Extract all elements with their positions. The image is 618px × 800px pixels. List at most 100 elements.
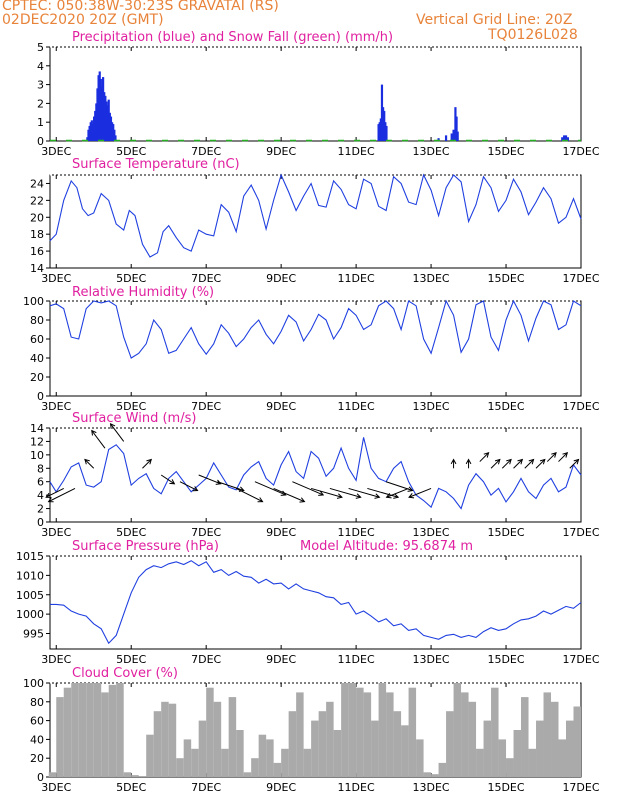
- y-tick-label: 3: [37, 79, 44, 92]
- y-tick-label: 24: [30, 177, 44, 190]
- cloud-bar: [146, 734, 154, 777]
- cloud-bar: [536, 720, 544, 777]
- cloud-bar: [296, 692, 304, 777]
- cloud-bar: [303, 748, 312, 777]
- precip-bar: [450, 133, 453, 141]
- x-tick-label: 17DEC: [562, 400, 599, 413]
- wind-arrow: [385, 481, 413, 491]
- y-tick-label: 20: [30, 371, 44, 384]
- y-tick-label: 12: [30, 435, 44, 448]
- cloud-bar: [423, 772, 432, 777]
- cloud-bar: [56, 697, 64, 777]
- wind-arrow-head: [146, 458, 152, 465]
- precip-bar: [561, 137, 564, 141]
- cloud-bar: [48, 772, 57, 777]
- wind-arrow: [198, 474, 221, 485]
- wind-arrow-head: [91, 429, 97, 436]
- wind-arrow: [558, 452, 568, 462]
- precip-bar: [96, 88, 99, 141]
- y-tick-label: 0: [37, 135, 44, 148]
- x-tick-label: 11DEC: [338, 400, 375, 413]
- wind-arrow-head: [336, 493, 343, 499]
- cloud-bar: [461, 692, 469, 777]
- precip-bar: [93, 116, 96, 141]
- wind-arrow: [91, 430, 106, 449]
- wind-arrow-head: [192, 486, 199, 492]
- cloud-bar: [63, 687, 72, 777]
- wind-line: [49, 437, 582, 510]
- wind-arrow: [48, 487, 76, 503]
- y-tick-label: 14: [30, 262, 44, 275]
- wind-arrow: [408, 487, 432, 498]
- pressure-line: [49, 560, 582, 645]
- precip-bar: [89, 122, 92, 141]
- y-tick-label: 2: [37, 503, 44, 516]
- pressure-panel: 995 1000 1005 1010 1015 3DEC 5DEC 7DEC 9DEC 11DEC…: [16, 539, 600, 666]
- x-tick-label: 3DEC: [41, 272, 71, 285]
- cloud-bar: [123, 772, 132, 777]
- precip-bar: [383, 110, 386, 141]
- x-tick-label: 7DEC: [191, 526, 221, 539]
- x-tick-label: 5DEC: [116, 653, 146, 666]
- precip-bar: [113, 129, 116, 141]
- precip-bar: [87, 129, 90, 141]
- y-tick-label: 1005: [16, 589, 44, 602]
- cloud-bar: [498, 739, 507, 777]
- humidity-frame: [49, 300, 582, 397]
- cloud-bar: [371, 720, 379, 777]
- y-tick-label: 8: [37, 462, 44, 475]
- run-datetime: 02DEC2020 20Z (GMT): [2, 12, 164, 28]
- precip-bar: [377, 124, 380, 141]
- wind-arrow-head: [385, 493, 392, 499]
- humidity-title: Relative Humidity (%): [72, 285, 214, 300]
- precip-bar: [86, 137, 89, 141]
- wind-arrow-head: [465, 458, 472, 465]
- x-tick-label: 17DEC: [562, 526, 599, 539]
- x-tick-label: 5DEC: [116, 400, 146, 413]
- cloud-bar: [326, 701, 334, 777]
- cloud-title: Cloud Cover (%): [72, 666, 178, 681]
- cloud-bar: [408, 687, 417, 777]
- y-tick-label: 1015: [16, 550, 44, 563]
- precip-bar: [97, 75, 100, 141]
- precip-bar: [104, 95, 107, 141]
- x-tick-label: 13DEC: [413, 272, 450, 285]
- x-tick-label: 3DEC: [41, 653, 71, 666]
- cloud-bar: [341, 683, 349, 777]
- y-tick-label: 100: [23, 677, 44, 690]
- x-tick-label: 11DEC: [338, 781, 375, 794]
- precip-bar: [107, 99, 110, 141]
- cloud-bar: [513, 730, 522, 777]
- y-tick-label: 16: [30, 245, 44, 258]
- y-tick-label: 60: [30, 715, 44, 728]
- wind-frame: [49, 427, 582, 523]
- wind-arrow: [310, 487, 343, 498]
- y-tick-label: 10: [30, 449, 44, 462]
- wind-arrow-head: [45, 492, 52, 498]
- temperature-panel: 14 16 18 20 22 24 3DEC 5DEC 7DEC 9DEC 11DEC 13DEC 15…: [30, 157, 600, 285]
- wind-arrow: [273, 487, 305, 503]
- wind-arrow: [110, 423, 125, 442]
- y-tick-label: 80: [30, 696, 44, 709]
- pressure-title: Surface Pressure (hPa): [72, 539, 219, 554]
- y-tick-label: 995: [23, 628, 44, 641]
- wind-arrow: [367, 487, 399, 498]
- wind-arrow-head: [407, 486, 414, 492]
- wind-arrow-head: [299, 497, 306, 503]
- cloud-bar: [483, 720, 492, 777]
- cloud-bar: [363, 692, 372, 777]
- y-tick-label: 1000: [16, 608, 44, 621]
- humidity-line: [49, 299, 582, 359]
- wind-arrow: [254, 481, 286, 496]
- precip-bar: [381, 107, 385, 141]
- precip-bar: [384, 122, 387, 141]
- cloud-bar: [213, 701, 222, 777]
- wind-arrow-head: [528, 458, 535, 465]
- y-tick-label: 40: [30, 733, 44, 746]
- wind-arrow-head: [257, 497, 264, 503]
- x-tick-label: 17DEC: [562, 145, 599, 158]
- cloud-bar: [333, 730, 342, 777]
- x-tick-label: 3DEC: [41, 400, 71, 413]
- cloud-bar: [491, 687, 499, 777]
